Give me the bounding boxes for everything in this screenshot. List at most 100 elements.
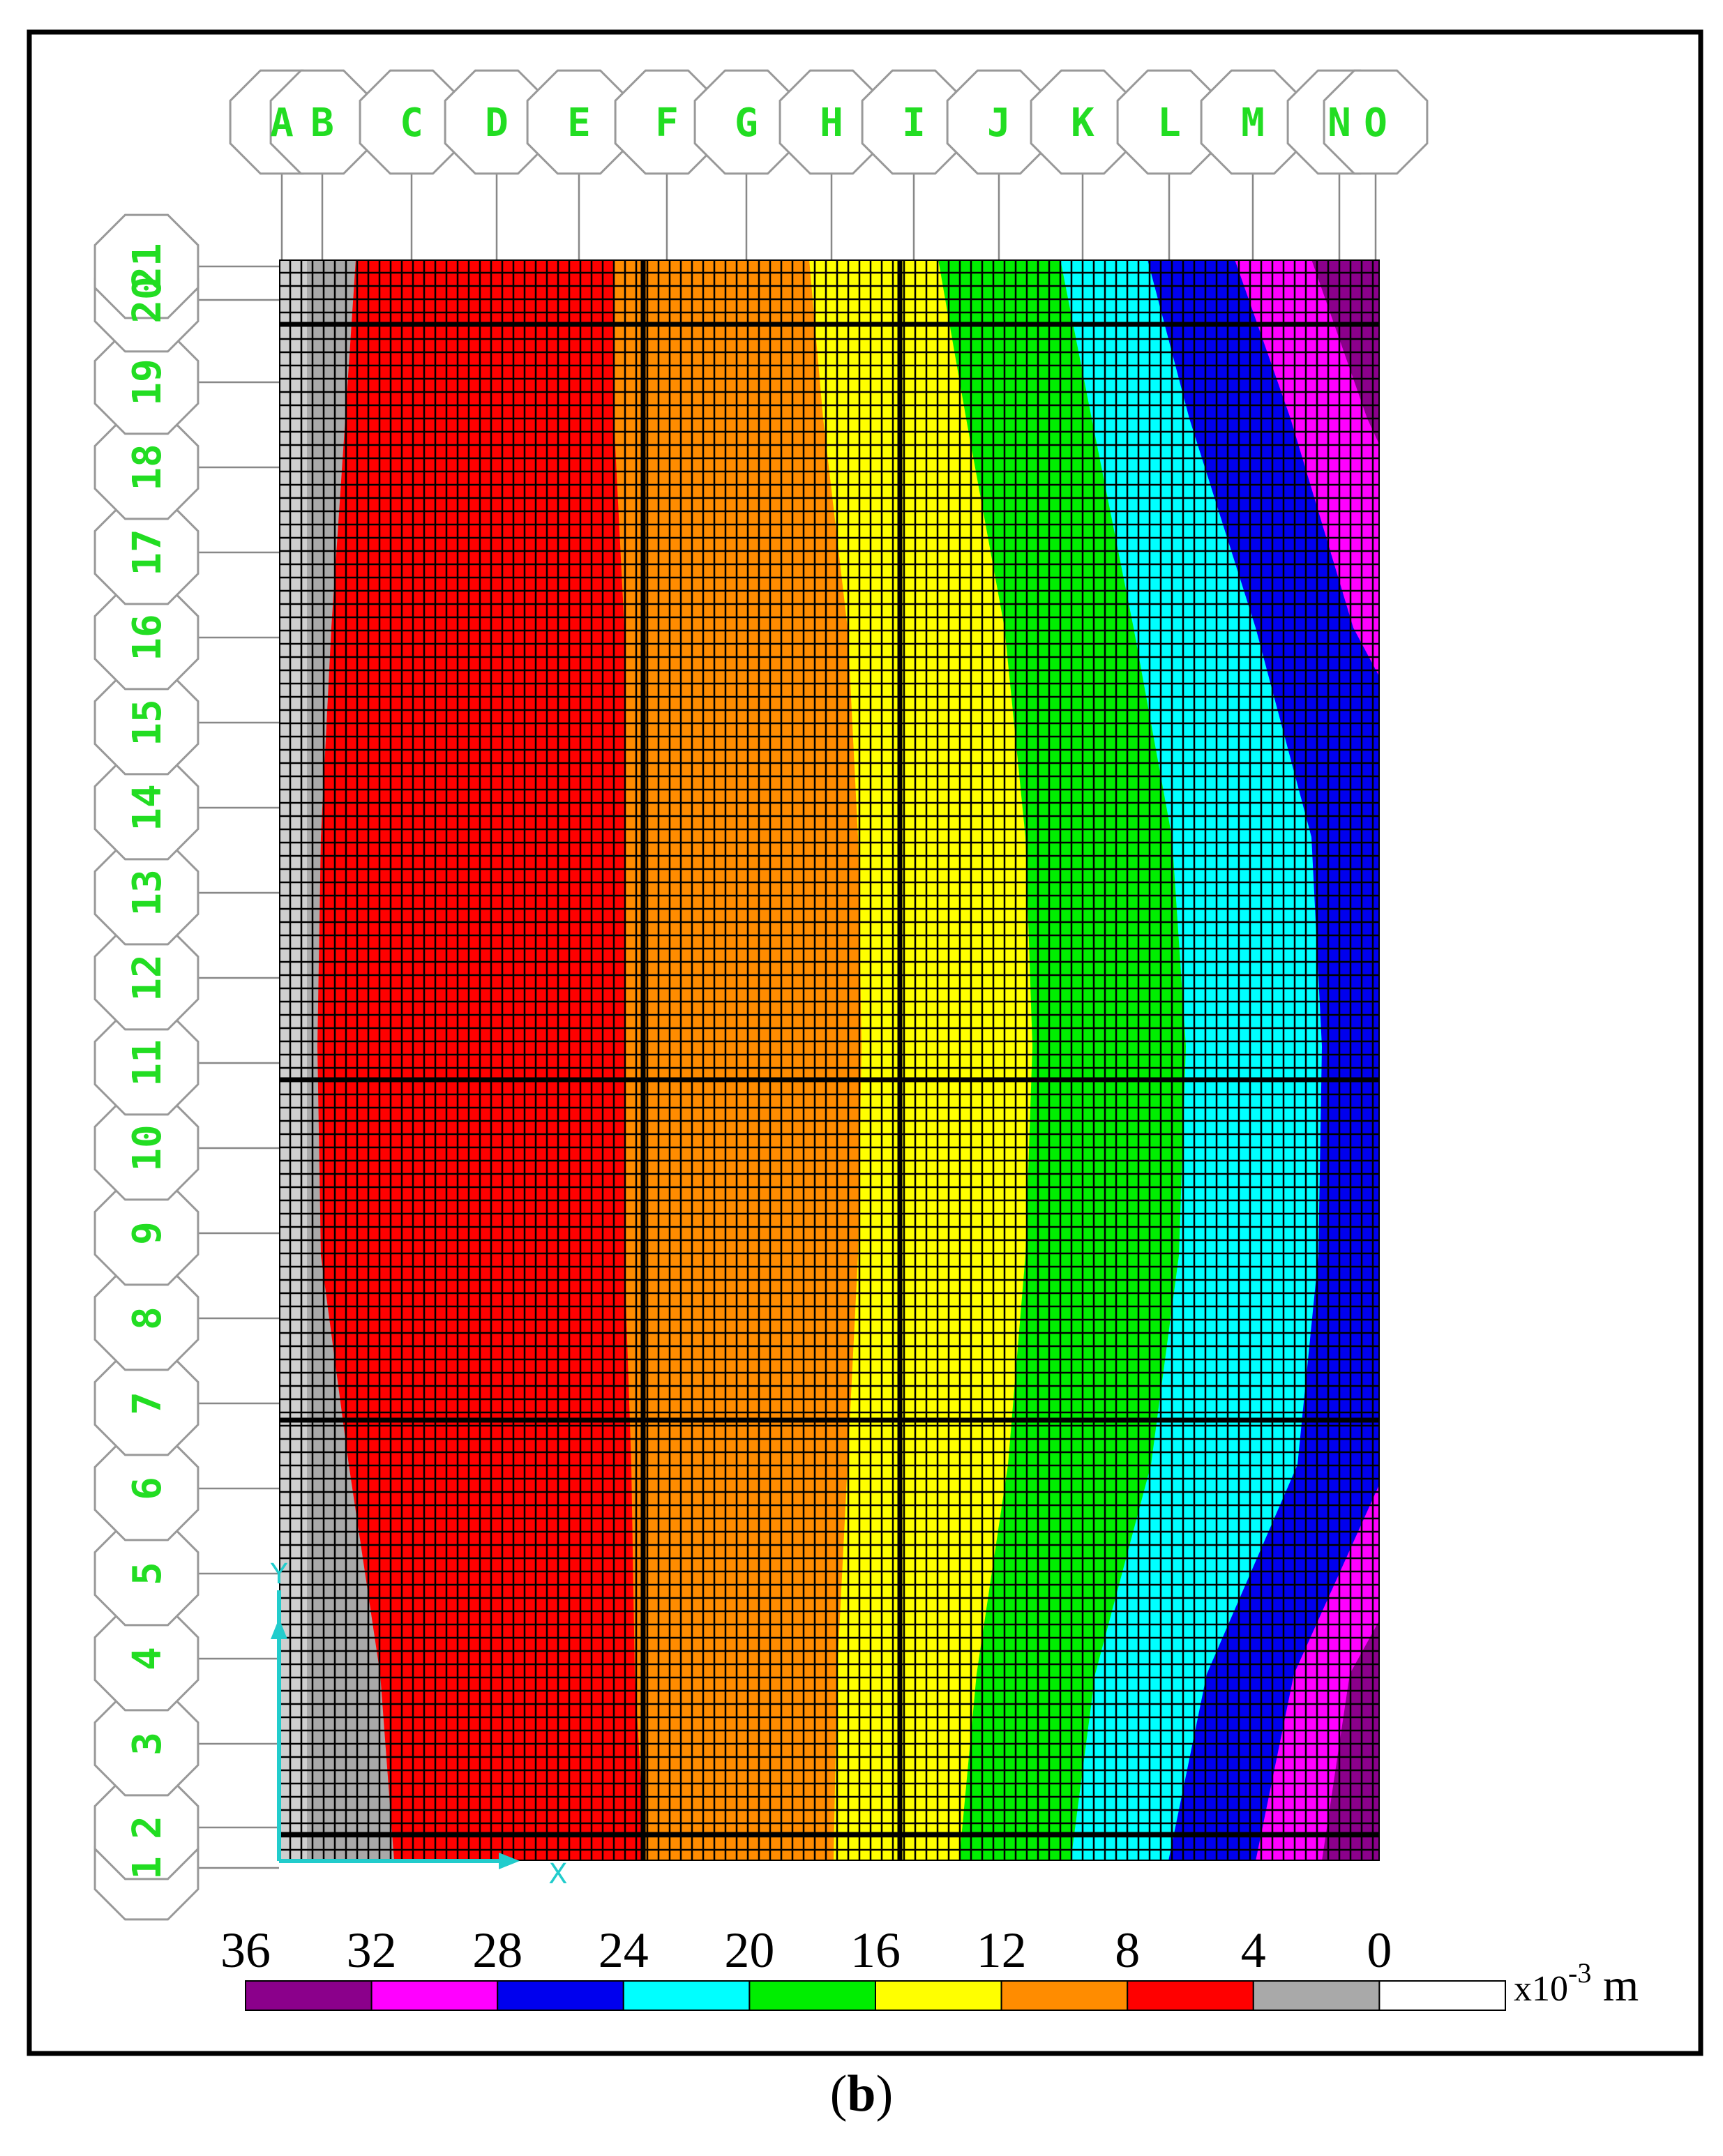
column-label: D <box>485 100 509 146</box>
column-label: G <box>735 100 758 146</box>
legend-swatch <box>748 1980 877 2011</box>
row-bubble <box>93 1265 200 1371</box>
legend-tick-label: 16 <box>850 1922 901 1978</box>
legend-swatch <box>1127 1980 1254 2011</box>
legend-unit-prefix: x10 <box>1514 1969 1568 2009</box>
row-label: 20 <box>125 276 170 323</box>
row-label: 18 <box>125 444 170 490</box>
column-label: M <box>1241 100 1265 146</box>
row-bubble <box>93 585 200 691</box>
column-bubble <box>526 69 632 175</box>
legend-swatch <box>1378 1980 1507 2011</box>
column-bubble <box>1200 69 1306 175</box>
grid-leader-lines <box>199 164 1377 1869</box>
column-label: K <box>1071 100 1094 146</box>
row-label: 4 <box>125 1647 170 1671</box>
column-label: O <box>1364 100 1387 146</box>
row-label: 5 <box>125 1562 170 1585</box>
column-bubble <box>693 69 799 175</box>
figure-caption: (b) <box>0 2065 1723 2124</box>
row-bubble <box>93 1774 200 1880</box>
legend-tick-label: 36 <box>220 1922 271 1978</box>
column-bubble <box>269 69 375 175</box>
caption-open: ( <box>829 2065 848 2123</box>
row-label: 13 <box>125 869 170 916</box>
column-label: A <box>270 100 294 146</box>
caption-close: ) <box>875 2065 894 2123</box>
legend-tick-label: 4 <box>1241 1922 1266 1978</box>
row-label: 17 <box>125 529 170 575</box>
legend-tick-label: 0 <box>1367 1922 1392 1978</box>
structural-grid <box>279 259 1380 1861</box>
column-bubble <box>1030 69 1136 175</box>
row-bubble <box>93 1606 200 1712</box>
column-label: I <box>902 100 926 146</box>
row-bubble <box>93 1521 200 1627</box>
legend-unit: x10-3 m <box>1514 1957 1639 2011</box>
row-label: 16 <box>125 614 170 661</box>
x-axis-label: X <box>548 1858 567 1890</box>
legend-swatch <box>370 1980 499 2011</box>
legend-tick-label: 28 <box>472 1922 522 1978</box>
caption-letter: b <box>847 2065 876 2123</box>
row-label: 2 <box>125 1816 170 1839</box>
column-bubble <box>1323 69 1429 175</box>
row-label: 21 <box>125 243 170 289</box>
legend-swatch <box>622 1980 751 2011</box>
row-label: 15 <box>125 699 170 746</box>
legend-tick-label: 12 <box>977 1922 1027 1978</box>
legend-tick-label: 20 <box>724 1922 774 1978</box>
y-axis-label: Y <box>270 1558 288 1590</box>
contour-band-edge <box>279 259 307 1861</box>
column-label: C <box>400 100 423 146</box>
row-label: 1 <box>125 1856 170 1880</box>
legend-unit-suffix: m <box>1591 1960 1639 2011</box>
legend-swatch <box>1252 1980 1380 2011</box>
row-bubble <box>93 1180 200 1286</box>
row-bubble <box>93 1350 200 1456</box>
row-bubble <box>93 925 200 1031</box>
row-bubble <box>93 840 200 946</box>
row-label: 7 <box>125 1392 170 1415</box>
row-label: 8 <box>125 1306 170 1330</box>
legend-swatch <box>497 1980 624 2011</box>
row-label: 19 <box>125 359 170 405</box>
row-bubble <box>93 414 200 520</box>
row-bubble <box>93 329 200 435</box>
column-label: F <box>655 100 679 146</box>
legend-unit-exponent: -3 <box>1568 1957 1591 1989</box>
legend-tick-label: 24 <box>599 1922 649 1978</box>
legend-tick-label: 32 <box>347 1922 397 1978</box>
column-label: L <box>1157 100 1181 146</box>
row-label: 3 <box>125 1732 170 1756</box>
row-bubble <box>93 213 200 319</box>
contour-band <box>1148 259 1380 1861</box>
row-bubble <box>93 670 200 776</box>
axis-indicator: Y X <box>270 1558 568 1890</box>
column-label: B <box>310 100 334 146</box>
row-label: 14 <box>125 784 170 831</box>
row-bubble <box>93 499 200 605</box>
row-bubble <box>93 1010 200 1116</box>
column-label: H <box>820 100 843 146</box>
legend-tick-label: 8 <box>1115 1922 1140 1978</box>
row-label: 11 <box>125 1039 170 1086</box>
row-bubble <box>93 755 200 861</box>
column-label: J <box>987 100 1011 146</box>
row-bubble <box>93 1435 200 1541</box>
row-bubble <box>93 1095 200 1201</box>
row-label: 10 <box>125 1124 170 1171</box>
column-bubble <box>861 69 967 175</box>
legend-swatch <box>245 1980 373 2011</box>
row-label: 12 <box>125 954 170 1001</box>
legend-swatch <box>1000 1980 1129 2011</box>
color-legend: 36 32 28 24 20 16 12 8 4 0 <box>220 1922 1507 2011</box>
column-bubble <box>359 69 465 175</box>
column-label: N <box>1327 100 1351 146</box>
legend-swatch <box>875 1980 1002 2011</box>
row-label: 9 <box>125 1221 170 1245</box>
row-label: 6 <box>125 1477 170 1500</box>
